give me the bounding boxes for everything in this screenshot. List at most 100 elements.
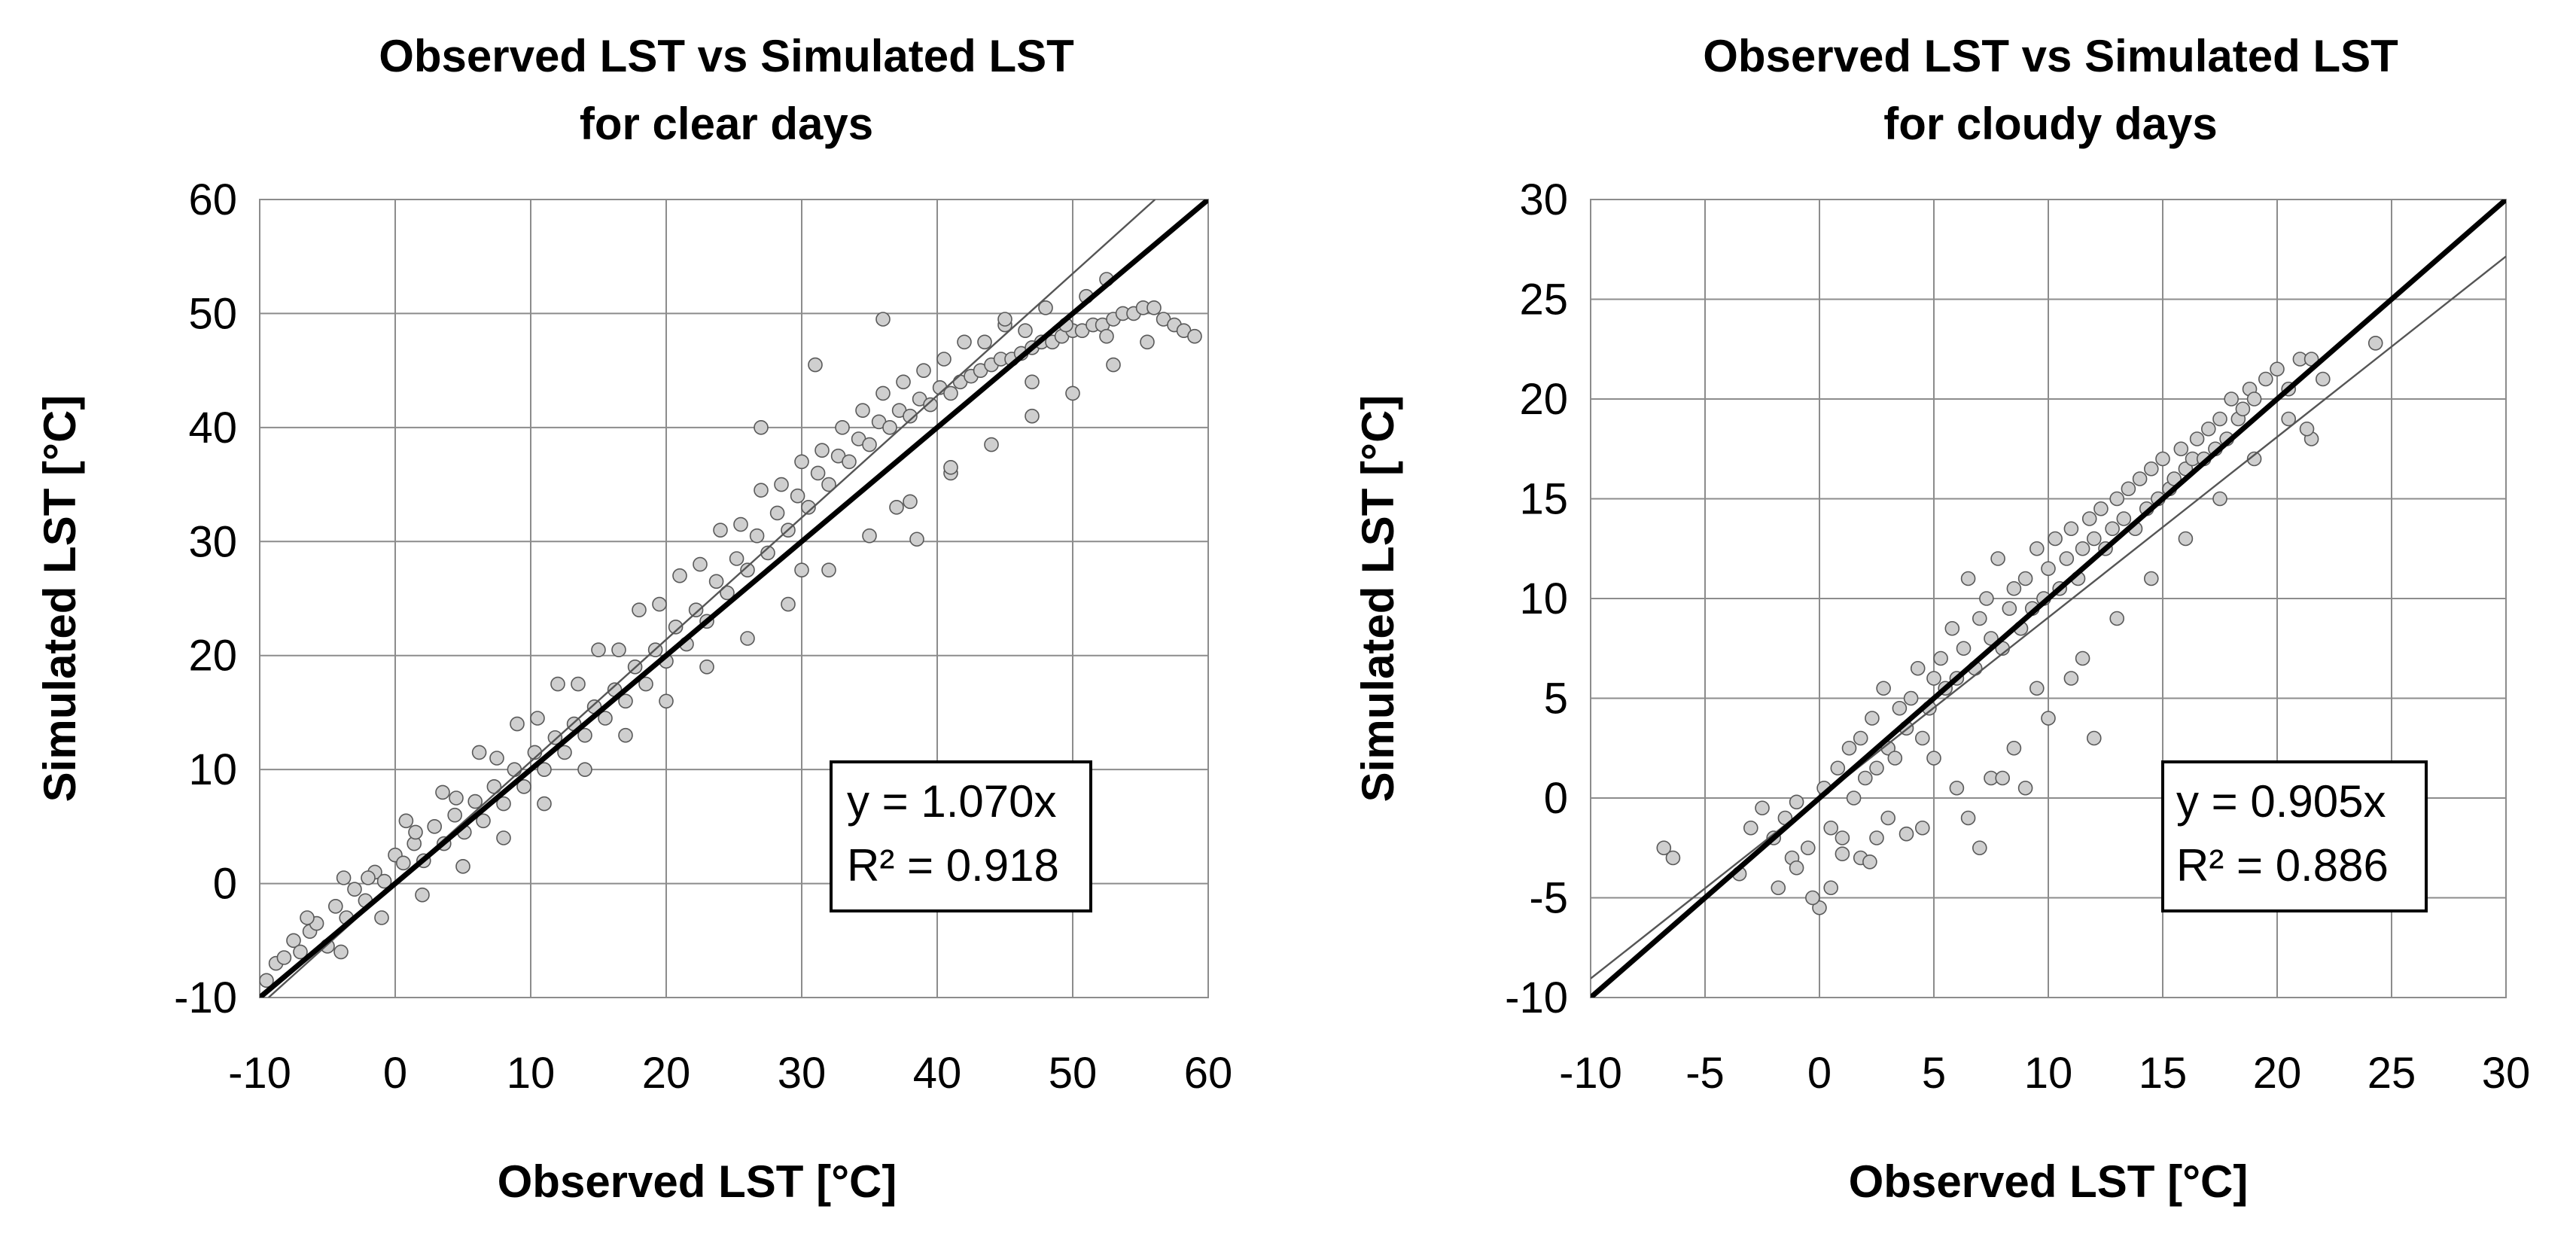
- equation-box: y = 0.905x R² = 0.886: [2161, 760, 2428, 912]
- data-point: [2059, 551, 2075, 566]
- data-point: [1899, 826, 1914, 842]
- data-point: [1099, 328, 1114, 344]
- data-point: [1823, 820, 1839, 836]
- data-point: [810, 465, 826, 481]
- data-point: [1995, 770, 2011, 786]
- plot-frame: [1590, 199, 2507, 998]
- data-point: [333, 944, 349, 960]
- data-point: [2002, 601, 2017, 617]
- data-point: [774, 477, 789, 492]
- x-tick-label: 5: [1922, 1049, 1946, 1098]
- data-point: [889, 500, 904, 515]
- data-point: [2075, 541, 2090, 556]
- y-tick-label: 25: [1519, 276, 1568, 324]
- data-point: [1835, 846, 1850, 861]
- data-point: [1800, 840, 1816, 856]
- equation-box: y = 1.070x R² = 0.918: [830, 760, 1092, 912]
- data-point: [909, 532, 924, 547]
- data-point: [1862, 854, 1877, 870]
- data-point: [749, 528, 765, 544]
- x-tick-label: -5: [1685, 1049, 1725, 1098]
- data-point: [943, 460, 958, 475]
- data-point: [2006, 580, 2022, 596]
- data-point: [652, 596, 667, 612]
- data-point: [2017, 780, 2033, 796]
- x-tick-label: -10: [228, 1049, 291, 1098]
- data-point: [821, 477, 836, 492]
- data-point: [2178, 531, 2194, 547]
- data-point: [2075, 650, 2090, 666]
- data-point: [1892, 700, 1908, 716]
- data-point: [1187, 328, 1202, 344]
- data-point: [2029, 541, 2045, 556]
- plot-marks: [1591, 200, 2506, 998]
- data-point: [632, 602, 647, 617]
- data-point: [2041, 561, 2056, 577]
- data-point: [740, 562, 755, 577]
- data-point: [2155, 451, 2170, 467]
- data-point: [2109, 491, 2124, 507]
- data-point: [300, 910, 315, 925]
- data-point: [2144, 571, 2159, 586]
- data-point: [1876, 681, 1891, 696]
- data-point: [2212, 491, 2227, 507]
- data-point: [2281, 411, 2296, 427]
- data-point: [260, 973, 274, 989]
- data-point: [1853, 730, 1868, 746]
- data-point: [395, 855, 411, 871]
- data-point: [1857, 770, 1873, 786]
- data-point: [754, 420, 769, 435]
- y-tick-label: 10: [188, 745, 237, 794]
- data-point: [1018, 323, 1033, 338]
- data-point: [276, 950, 292, 965]
- chart-title: Observed LST vs Simulated LST: [1703, 31, 2398, 81]
- x-tick-label: 15: [2139, 1049, 2188, 1098]
- y-tick-label: 10: [1519, 574, 1568, 623]
- data-point: [1146, 300, 1162, 315]
- data-point: [408, 824, 423, 840]
- data-point: [1880, 810, 1896, 826]
- data-point: [1823, 880, 1839, 896]
- data-point: [516, 779, 531, 794]
- data-point: [1972, 840, 1987, 856]
- data-point: [611, 642, 626, 657]
- data-point: [427, 819, 443, 834]
- data-point: [720, 585, 735, 601]
- data-point: [1846, 790, 1862, 806]
- data-point: [2063, 521, 2079, 537]
- data-point: [2105, 521, 2120, 537]
- chart-subtitle: for clear days: [580, 99, 873, 149]
- data-point: [435, 784, 450, 800]
- data-point: [2144, 461, 2159, 477]
- data-point: [2173, 441, 2189, 457]
- data-point: [699, 660, 714, 675]
- data-point: [2235, 401, 2251, 417]
- data-point: [571, 676, 586, 692]
- r-squared-text: R² = 0.918: [847, 840, 1059, 891]
- data-point: [688, 602, 704, 617]
- data-point: [2299, 421, 2315, 437]
- data-point: [577, 762, 592, 777]
- data-point: [1990, 551, 2005, 566]
- chart-title: Observed LST vs Simulated LST: [379, 31, 1074, 81]
- data-point: [1755, 800, 1770, 816]
- plot-area: [259, 199, 1209, 998]
- data-point: [1140, 334, 1155, 350]
- data-point: [2093, 501, 2109, 516]
- y-tick-label: 20: [1519, 375, 1568, 424]
- x-tick-label: 10: [2024, 1049, 2073, 1098]
- y-tick-label: 60: [188, 175, 237, 224]
- y-tick-label: 30: [1519, 175, 1568, 224]
- x-tick-label: 30: [2482, 1049, 2531, 1098]
- y-tick-label: -10: [174, 973, 237, 1022]
- data-point: [923, 397, 938, 413]
- data-point: [2224, 391, 2239, 407]
- data-point: [361, 870, 376, 885]
- data-point: [2006, 740, 2022, 756]
- x-tick-label: 40: [913, 1049, 962, 1098]
- data-point: [327, 899, 343, 914]
- data-point: [1805, 890, 1820, 906]
- data-point: [896, 374, 911, 390]
- data-point: [2116, 511, 2132, 526]
- data-point: [794, 454, 809, 470]
